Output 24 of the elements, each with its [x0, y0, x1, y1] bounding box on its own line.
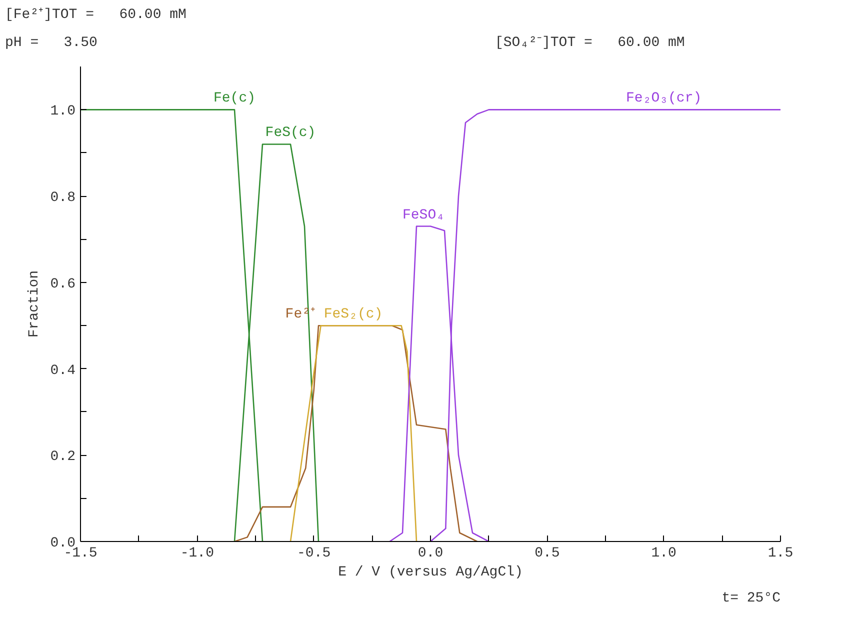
annotation: FeSO₄: [402, 207, 445, 224]
x-tick-label: 1.0: [651, 546, 676, 562]
text: pH = 3.50: [5, 34, 98, 53]
y-tick-label: 0.4: [50, 362, 76, 379]
x-tick-label: -1.0: [180, 546, 214, 562]
annotation: FeS(c): [265, 125, 316, 142]
y-tick-label: 0.8: [50, 190, 76, 206]
text: t= 25°C: [722, 590, 781, 606]
x-tick-label: 0.5: [534, 546, 560, 562]
x-tick-label: 1.5: [768, 546, 794, 562]
y-axis-title: Fraction: [26, 270, 42, 338]
text: [SO₄²⁻]TOT = 60.00 mM: [495, 34, 685, 53]
x-tick-label: 0.0: [418, 546, 444, 562]
line-series: [290, 324, 418, 542]
y-tick-label: 0.2: [50, 449, 76, 466]
y-tick-label: 1.0: [50, 104, 76, 120]
y-tick-label: 0.6: [50, 276, 76, 292]
x-tick-label: -0.5: [297, 546, 331, 562]
annotation: FeS₂(c): [324, 306, 383, 323]
x-tick-label: -1.5: [64, 546, 98, 562]
x-axis-title: E / V (versus Ag/AgCl): [338, 564, 523, 580]
annotation: Fe(c): [213, 90, 256, 107]
annotation: Fe₂O₃(cr): [626, 90, 702, 107]
text: [Fe²⁺]TOT = 60.00 mM: [5, 6, 186, 25]
